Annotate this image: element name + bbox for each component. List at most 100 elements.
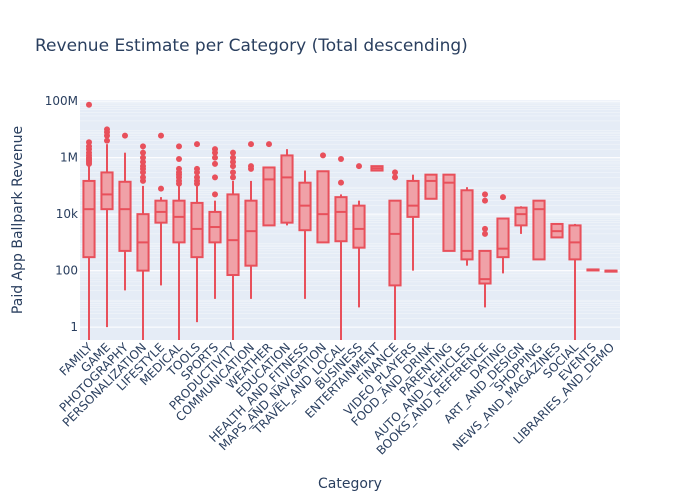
- y-axis-title: Paid App Ballpark Revenue: [10, 126, 26, 314]
- outlier-point: [194, 180, 200, 187]
- box-game: [100, 126, 114, 328]
- y-tick-label: 1M: [60, 151, 78, 165]
- iqr-box: [190, 201, 204, 259]
- outlier-point: [194, 169, 200, 176]
- box-art-and-design: [514, 206, 528, 234]
- iqr-box: [442, 173, 456, 252]
- box-auto-and-vehicles: [460, 187, 474, 266]
- iqr-box: [316, 170, 330, 244]
- box-education: [280, 149, 294, 226]
- box-finance: [388, 169, 402, 340]
- outlier-point: [230, 159, 236, 166]
- outlier-point: [212, 154, 218, 161]
- outlier-point: [338, 155, 344, 162]
- outlier-point: [320, 152, 326, 159]
- outlier-point: [482, 191, 488, 198]
- iqr-box: [478, 249, 492, 285]
- box-sports: [208, 146, 222, 299]
- y-tick-label: 10k: [56, 207, 78, 221]
- outlier-point: [176, 180, 182, 187]
- iqr-box: [424, 173, 438, 200]
- box-lifestyle: [154, 132, 168, 286]
- iqr-box: [244, 199, 258, 267]
- iqr-box: [514, 206, 528, 227]
- outlier-point: [482, 197, 488, 204]
- iqr-box: [82, 179, 96, 259]
- outlier-point: [176, 143, 182, 150]
- outlier-point: [104, 137, 110, 144]
- outlier-point: [248, 141, 254, 148]
- outlier-point: [194, 141, 200, 148]
- box-shopping: [532, 199, 546, 261]
- outlier-point: [266, 141, 272, 148]
- iqr-box: [280, 154, 294, 224]
- y-tick-label: 100M: [45, 94, 78, 108]
- outlier-point: [86, 139, 92, 146]
- y-axis-ticks: 1 100 10k 1M 100M: [45, 94, 78, 334]
- box-personalization: [136, 143, 150, 340]
- outlier-point: [140, 159, 146, 166]
- outlier-point: [338, 179, 344, 186]
- outlier-point: [230, 174, 236, 181]
- iqr-box: [388, 199, 402, 287]
- box-tools: [190, 141, 204, 323]
- iqr-box: [496, 217, 510, 259]
- iqr-box: [334, 196, 348, 243]
- box-communication: [244, 141, 258, 299]
- chart-title: Revenue Estimate per Category (Total des…: [35, 36, 468, 56]
- box-weather: [262, 141, 276, 227]
- outlier-point: [482, 230, 488, 237]
- box-libraries-and-demo: [604, 269, 618, 273]
- outlier-point: [122, 132, 128, 139]
- outlier-point: [230, 163, 236, 170]
- outlier-point: [230, 149, 236, 156]
- box-dating: [496, 194, 510, 274]
- outlier-point: [140, 177, 146, 184]
- box-productivity: [226, 149, 240, 340]
- outlier-point: [392, 169, 398, 176]
- gridlines: [80, 100, 620, 328]
- outlier-point: [230, 154, 236, 161]
- iqr-box: [100, 171, 114, 211]
- iqr-box: [532, 199, 546, 261]
- outlier-point: [482, 225, 488, 232]
- box-news-and-magazines: [550, 222, 564, 239]
- outlier-point: [248, 165, 254, 172]
- outlier-point: [104, 132, 110, 139]
- iqr-box: [406, 179, 420, 218]
- outlier-point: [212, 149, 218, 156]
- box-parenting: [442, 173, 456, 252]
- box-business: [352, 163, 366, 308]
- iqr-box: [460, 189, 474, 261]
- box-books-and-reference: [478, 191, 492, 308]
- box-entertainment: [370, 165, 384, 172]
- y-tick-label: 100: [55, 264, 78, 278]
- outlier-point: [140, 169, 146, 176]
- box-events: [586, 268, 600, 272]
- outlier-point: [158, 185, 164, 192]
- iqr-box: [226, 193, 240, 277]
- y-tick-label: 1: [70, 320, 78, 334]
- outlier-point: [140, 149, 146, 156]
- outlier-point: [500, 194, 506, 201]
- box-food-and-drink: [424, 173, 438, 200]
- outlier-point: [212, 160, 218, 167]
- outlier-point: [356, 163, 362, 170]
- outlier-point: [176, 155, 182, 162]
- iqr-box: [172, 199, 186, 244]
- outlier-point: [392, 174, 398, 181]
- outlier-point: [230, 169, 236, 176]
- outlier-point: [140, 154, 146, 161]
- box-maps-and-navigation: [316, 152, 330, 244]
- iqr-box: [262, 166, 276, 227]
- iqr-box: [352, 204, 366, 249]
- outlier-point: [86, 160, 92, 167]
- box-health-and-fitness: [298, 170, 312, 299]
- box-social: [568, 223, 582, 340]
- box-photography: [118, 132, 132, 291]
- box-family: [82, 101, 96, 340]
- box-video-players: [406, 174, 420, 271]
- outlier-point: [140, 143, 146, 150]
- outlier-point: [212, 174, 218, 181]
